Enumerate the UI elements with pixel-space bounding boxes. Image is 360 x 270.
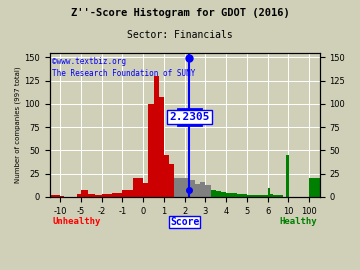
Bar — [270, 194, 273, 197]
Bar — [179, 178, 185, 197]
Bar — [148, 104, 153, 197]
Bar — [19, 192, 39, 197]
Bar — [257, 195, 262, 197]
Bar — [200, 182, 206, 197]
Bar — [102, 194, 112, 197]
Bar — [122, 190, 133, 197]
Text: ©www.textbiz.org: ©www.textbiz.org — [53, 57, 126, 66]
Bar — [143, 183, 148, 197]
Text: Z''-Score Histogram for GDOT (2016): Z''-Score Histogram for GDOT (2016) — [71, 8, 289, 18]
Bar — [195, 184, 200, 197]
Bar — [164, 155, 169, 197]
Bar — [273, 195, 275, 197]
Bar — [275, 195, 278, 197]
Bar — [247, 195, 252, 197]
Text: Score: Score — [170, 217, 199, 227]
Bar — [77, 194, 81, 197]
Bar — [262, 195, 267, 197]
Bar — [95, 195, 102, 197]
Text: The Research Foundation of SUNY: The Research Foundation of SUNY — [53, 69, 196, 78]
Bar — [112, 193, 122, 197]
Bar — [242, 194, 247, 197]
Bar — [278, 195, 283, 197]
Bar — [169, 164, 174, 197]
Bar — [88, 194, 95, 197]
Bar — [39, 195, 60, 197]
Bar — [286, 155, 288, 197]
Text: Unhealthy: Unhealthy — [53, 217, 101, 226]
Bar — [267, 188, 270, 197]
Bar — [237, 194, 242, 197]
Bar — [159, 96, 164, 197]
Bar — [226, 193, 231, 197]
Bar — [81, 190, 88, 197]
Bar — [221, 192, 226, 197]
Text: Healthy: Healthy — [279, 217, 317, 226]
Bar — [216, 191, 221, 197]
Bar — [309, 178, 330, 197]
Text: 2.2305: 2.2305 — [169, 112, 210, 122]
Bar — [174, 178, 179, 197]
Bar — [190, 180, 195, 197]
Bar — [185, 178, 190, 197]
Bar — [206, 185, 211, 197]
Bar — [153, 76, 159, 197]
Bar — [231, 193, 237, 197]
Bar — [133, 178, 143, 197]
Text: Sector: Financials: Sector: Financials — [127, 30, 233, 40]
Bar — [252, 195, 257, 197]
Y-axis label: Number of companies (997 total): Number of companies (997 total) — [15, 67, 22, 183]
Bar — [60, 196, 64, 197]
Bar — [211, 190, 216, 197]
